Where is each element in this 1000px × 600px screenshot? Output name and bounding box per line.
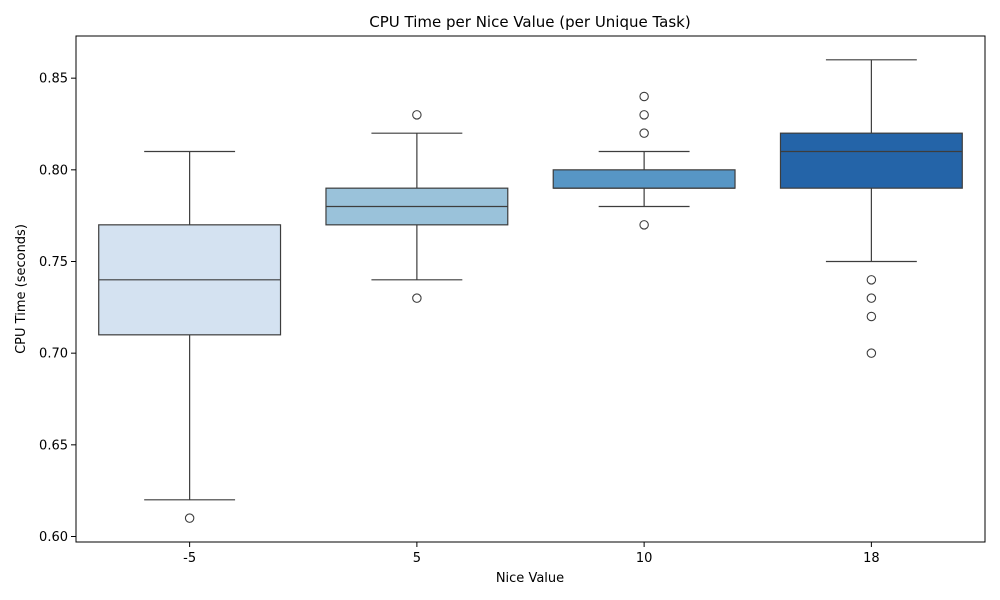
outlier-point [866,311,877,322]
x-tick-label: 10 [636,551,653,566]
y-tick-label: 0.80 [39,163,68,178]
outlier-point [639,91,649,102]
y-tick-label: 0.85 [39,72,68,87]
y-axis: 0.60 0.65 0.70 0.75 0.80 0.85 [39,72,76,545]
box-iqr [779,132,963,189]
outlier-point [639,110,649,120]
box-group-18 [779,59,963,358]
y-tick-label: 0.75 [39,255,68,270]
outlier-point [866,275,877,285]
plot-area [98,59,963,523]
x-tick-label: 18 [863,551,880,566]
y-tick-label: 0.65 [39,438,68,453]
box-iqr [552,169,736,189]
y-axis-label: CPU Time (seconds) [14,224,29,354]
x-tick-label: -5 [183,551,196,566]
outlier-point [412,110,422,120]
y-tick-label: 0.70 [39,347,68,362]
box-group--5 [98,150,282,523]
outlier-point [639,128,649,138]
outlier-point [184,513,195,523]
x-axis: -5 5 10 18 [183,542,880,566]
plot-frame [75,35,986,543]
outlier-point [866,293,877,303]
outlier-point [639,220,649,230]
box-group-5 [325,110,509,303]
x-axis-label: Nice Value [496,571,564,586]
outlier-point [412,293,422,303]
chart-title: CPU Time per Nice Value (per Unique Task… [369,13,690,31]
x-tick-label: 5 [413,551,421,566]
box-group-10 [552,91,736,230]
y-tick-label: 0.60 [39,530,68,545]
outlier-point [866,348,877,358]
